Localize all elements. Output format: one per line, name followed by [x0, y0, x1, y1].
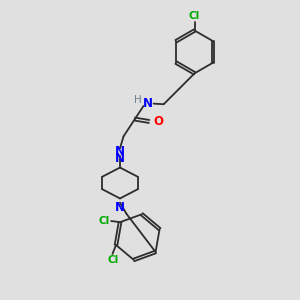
Text: H: H [134, 95, 142, 105]
Text: Cl: Cl [189, 11, 200, 21]
Text: N: N [143, 97, 153, 110]
Text: N: N [115, 152, 125, 165]
Text: Cl: Cl [99, 216, 110, 226]
Text: N: N [115, 201, 125, 214]
Text: O: O [153, 115, 163, 128]
Text: N: N [115, 145, 125, 158]
Text: Cl: Cl [107, 255, 119, 265]
